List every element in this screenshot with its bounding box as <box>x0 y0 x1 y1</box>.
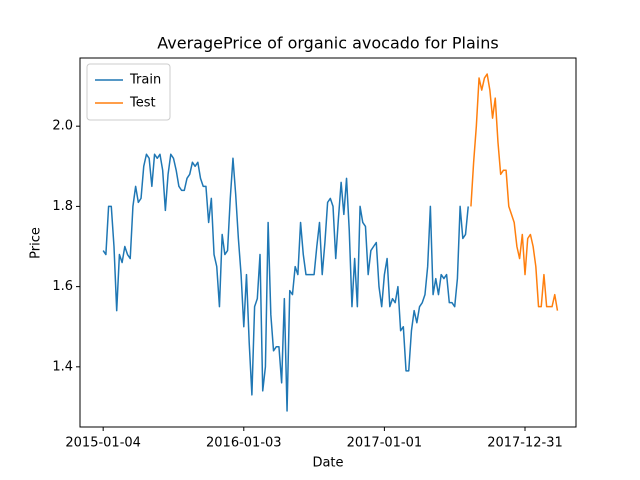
y-axis-label: Price <box>29 227 44 259</box>
y-tick-label: 1.4 <box>52 359 73 374</box>
x-tick-label: 2015-01-04 <box>65 436 141 451</box>
y-tick-label: 1.6 <box>52 279 73 294</box>
x-axis-label: Date <box>312 456 343 471</box>
legend-label: Test <box>129 96 156 111</box>
x-tick-label: 2017-12-31 <box>487 436 563 451</box>
y-tick-label: 1.8 <box>52 199 73 214</box>
legend-label: Train <box>129 73 161 88</box>
y-tick-label: 2.0 <box>52 119 73 134</box>
series-line <box>470 73 559 311</box>
plot-frame <box>79 57 577 428</box>
chart-title: AveragePrice of organic avocado for Plai… <box>157 34 498 53</box>
x-tick-label: 2016-01-03 <box>206 436 282 451</box>
legend-box <box>86 63 171 121</box>
x-tick-label: 2017-01-01 <box>347 436 423 451</box>
series-line <box>102 153 469 412</box>
